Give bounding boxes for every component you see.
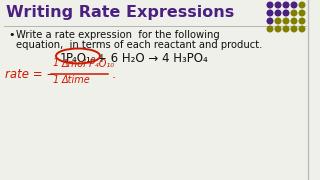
Circle shape <box>283 18 289 24</box>
Circle shape <box>291 10 297 16</box>
Text: Δtime: Δtime <box>62 75 91 85</box>
Text: P₄O₁₀: P₄O₁₀ <box>66 52 97 65</box>
Circle shape <box>275 18 281 24</box>
Circle shape <box>291 2 297 8</box>
Circle shape <box>275 26 281 32</box>
Text: 1: 1 <box>60 52 68 65</box>
Text: •: • <box>8 30 14 40</box>
Circle shape <box>299 26 305 32</box>
Text: 1: 1 <box>53 58 59 68</box>
Circle shape <box>267 26 273 32</box>
Text: .: . <box>112 68 116 80</box>
Text: rate = −: rate = − <box>5 68 56 81</box>
Circle shape <box>299 10 305 16</box>
Circle shape <box>283 26 289 32</box>
Text: + 6 H₂O → 4 H₃PO₄: + 6 H₂O → 4 H₃PO₄ <box>97 52 208 65</box>
Text: Δmol P₄O₁₀: Δmol P₄O₁₀ <box>62 59 115 69</box>
Circle shape <box>275 10 281 16</box>
Text: Writing Rate Expressions: Writing Rate Expressions <box>6 5 234 20</box>
Circle shape <box>283 10 289 16</box>
Circle shape <box>275 2 281 8</box>
Text: Write a rate expression  for the following: Write a rate expression for the followin… <box>16 30 220 40</box>
Circle shape <box>291 18 297 24</box>
Circle shape <box>283 2 289 8</box>
Circle shape <box>299 2 305 8</box>
Circle shape <box>291 26 297 32</box>
Circle shape <box>267 18 273 24</box>
Circle shape <box>299 18 305 24</box>
Text: equation,  in terms of each reactant and product.: equation, in terms of each reactant and … <box>16 40 262 50</box>
Circle shape <box>267 2 273 8</box>
Text: 1: 1 <box>53 75 59 85</box>
Circle shape <box>267 10 273 16</box>
